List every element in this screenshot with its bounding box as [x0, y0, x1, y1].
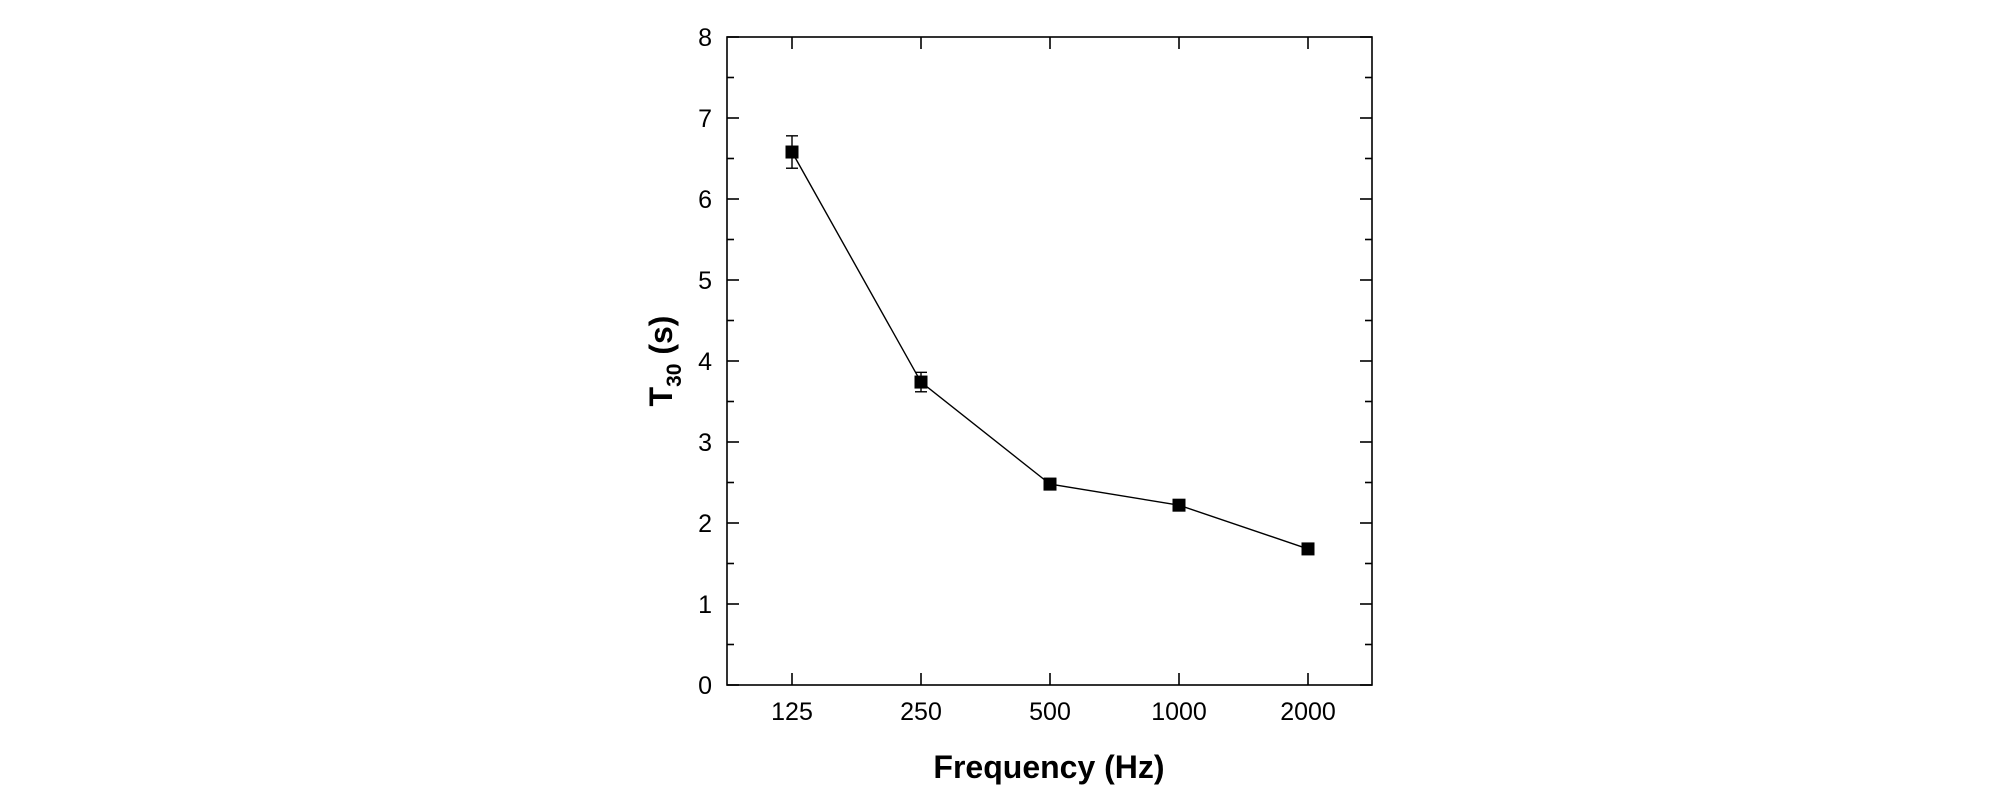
data-point	[914, 375, 928, 389]
y-axis-title: T30 (s)	[643, 316, 686, 407]
y-axis-title-main: T	[643, 386, 679, 406]
data-point	[1043, 477, 1057, 491]
x-tick-label: 1000	[1151, 698, 1207, 726]
x-tick-label: 500	[1029, 698, 1071, 726]
y-tick-label: 1	[698, 591, 712, 619]
data-point	[1172, 498, 1186, 512]
x-axis-ticks: 125 250 500 1000 2000	[771, 37, 1336, 726]
x-axis-title: Frequency (Hz)	[933, 749, 1164, 785]
plot-frame	[726, 36, 1373, 686]
y-tick-label: 8	[698, 24, 712, 52]
y-tick-label: 2	[698, 510, 712, 538]
x-tick-label: 125	[771, 698, 813, 726]
y-axis-ticks: 0 1 2 3 4 5 6 7 8	[698, 24, 1372, 700]
y-axis-title-suffix: (s)	[643, 316, 679, 364]
y-tick-label: 7	[698, 105, 712, 133]
y-tick-label: 6	[698, 186, 712, 214]
x-tick-label: 2000	[1280, 698, 1336, 726]
x-tick-label: 250	[900, 698, 942, 726]
y-tick-label: 4	[698, 348, 712, 376]
y-tick-label: 3	[698, 429, 712, 457]
data-point	[785, 145, 799, 159]
y-axis-title-subscript: 30	[663, 364, 686, 387]
series-layer	[785, 135, 1315, 556]
y-tick-label: 0	[698, 672, 712, 700]
y-tick-label: 5	[698, 267, 712, 295]
data-point	[1301, 542, 1315, 556]
